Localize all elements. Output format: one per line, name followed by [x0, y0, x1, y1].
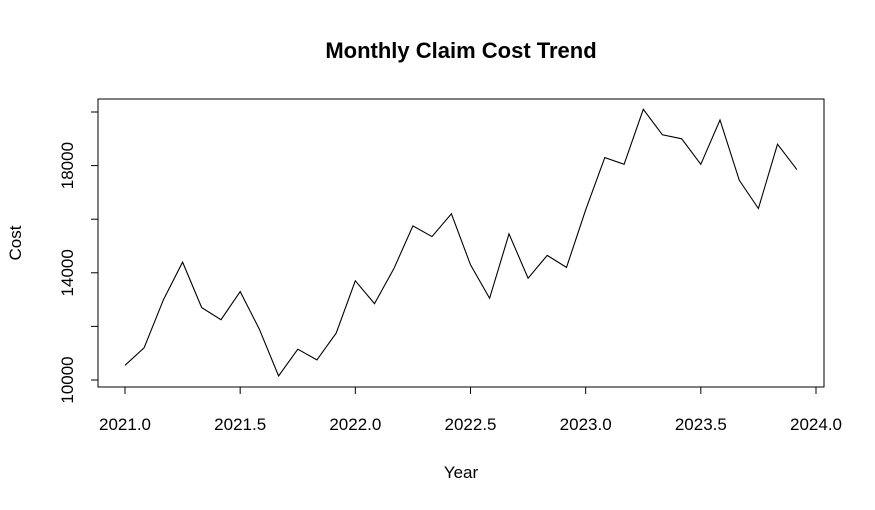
x-tick-label: 2022.0 [329, 415, 381, 434]
y-axis-label: Cost [6, 225, 25, 260]
y-tick-label: 14000 [58, 249, 77, 296]
x-tick-label: 2023.0 [560, 415, 612, 434]
plot-frame [97, 98, 825, 388]
y-tick-label: 18000 [58, 142, 77, 189]
x-axis: 2021.0 2021.5 2022.0 2022.5 2023.0 2023.5 2024… [99, 386, 842, 434]
x-tick-label: 2021.0 [99, 415, 151, 434]
x-tick-label: 2023.5 [675, 415, 727, 434]
x-tick-label: 2021.5 [214, 415, 266, 434]
y-axis: 10000 14000 18000 [58, 111, 99, 404]
x-tick-label: 2022.5 [445, 415, 497, 434]
y-tick-label: 10000 [58, 356, 77, 403]
x-axis-label: Year [444, 463, 479, 482]
x-tick-label: 2024.0 [790, 415, 842, 434]
series-line [124, 108, 798, 378]
chart-title: Monthly Claim Cost Trend [325, 38, 596, 63]
